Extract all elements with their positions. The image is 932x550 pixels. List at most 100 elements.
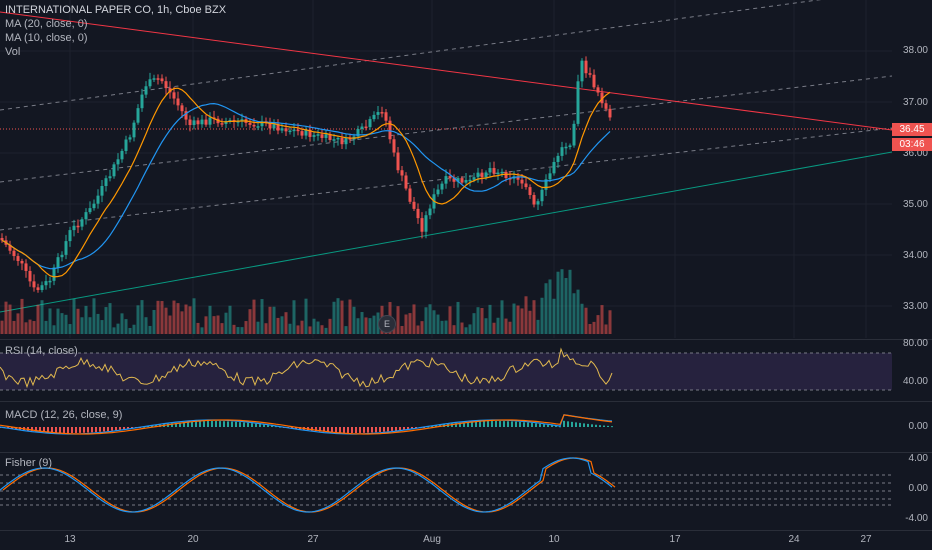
macd-hist-bar [515, 421, 517, 427]
fisher-pane[interactable]: Fisher (9) 4.00 0.00 -4.00 [0, 453, 932, 530]
volume-bar [552, 298, 556, 334]
volume-bar [300, 320, 304, 334]
candle-body [544, 179, 548, 190]
candle-body [284, 128, 288, 132]
volume-bar [608, 310, 612, 334]
macd-hist-bar [311, 427, 313, 431]
candle-body [208, 117, 212, 125]
macd-hist-bar [351, 427, 353, 433]
trendline-green[interactable] [0, 151, 893, 313]
volume-bar [272, 306, 276, 334]
volume-bar [100, 320, 104, 334]
candle-body [128, 137, 132, 140]
candle-body [440, 183, 444, 190]
volume-bar [260, 299, 264, 334]
candle-body [304, 129, 308, 136]
candle-body [392, 139, 396, 153]
candle-body [340, 137, 344, 145]
volume-bar [208, 305, 212, 334]
trendline-red[interactable] [0, 11, 893, 131]
rsi-tick-40: 40.00 [902, 376, 928, 387]
macd-hist-bar [179, 422, 181, 427]
volume-bar [604, 324, 608, 334]
candle-body [324, 134, 328, 138]
macd-hist-bar [523, 422, 525, 427]
macd-hist-bar [463, 422, 465, 427]
vol-legend[interactable]: Vol [5, 46, 21, 58]
ma20-legend[interactable]: MA (20, close, 0) [5, 18, 88, 30]
volume-bar [496, 317, 500, 334]
macd-svg [0, 414, 613, 435]
macd-hist-bar [391, 427, 393, 431]
volume-bar [328, 318, 332, 334]
volume-bar [340, 300, 344, 334]
price-tick-35: 35.00 [902, 199, 928, 210]
candle-body [120, 150, 124, 160]
volume-bar [184, 304, 188, 334]
volume-bar [416, 325, 420, 334]
macd-hist-bar [387, 427, 389, 432]
candle-body [388, 120, 392, 140]
macd-hist-bar [271, 425, 273, 427]
candle-body [408, 188, 412, 202]
volume-bar [212, 316, 216, 334]
price-chart-svg[interactable] [0, 0, 932, 338]
volume-bar [532, 300, 536, 334]
macd-hist-bar [411, 427, 413, 429]
candle-body [296, 129, 300, 132]
volume-bar [116, 323, 120, 334]
candle-body [172, 92, 176, 99]
pane-separator[interactable] [0, 452, 932, 453]
macd-hist-bar [395, 427, 397, 431]
macd-hist-bar [259, 424, 261, 427]
volume-bar [520, 308, 524, 334]
candle-body [160, 78, 164, 82]
symbol-title[interactable]: INTERNATIONAL PAPER CO, 1h, Cboe BZX [5, 4, 227, 16]
macd-pane[interactable]: MACD (12, 26, close, 9) 0.00 [0, 402, 932, 452]
volume-bar [84, 305, 88, 334]
pane-separator[interactable] [0, 339, 932, 340]
volume-bar [20, 298, 24, 334]
volume-bar [476, 307, 480, 334]
time-tick-aug: Aug [423, 534, 441, 545]
macd-hist-bar [595, 424, 597, 427]
volume-bar [320, 325, 324, 334]
candle-body [528, 187, 532, 196]
volume-bar [504, 318, 508, 334]
volume-bar [364, 317, 368, 334]
time-tick-24: 24 [788, 534, 800, 545]
volume-bar [64, 314, 68, 334]
macd-hist-bar [575, 422, 577, 427]
macd-hist-bar [511, 421, 513, 427]
candle-body [144, 86, 148, 95]
volume-bar [456, 301, 460, 334]
candle-body [268, 122, 272, 129]
rsi-pane[interactable]: RSI (14, close) 80.00 40.00 [0, 338, 932, 400]
macd-hist-bar [355, 427, 357, 433]
macd-hist-bar [471, 421, 473, 427]
macd-hist-bar [359, 427, 361, 433]
candle-body [404, 175, 408, 189]
volume-bar [484, 318, 488, 334]
candle-body [88, 208, 92, 213]
volume-bar [424, 307, 428, 334]
ma10-legend[interactable]: MA (10, close, 0) [5, 32, 88, 44]
volume-bar [464, 327, 468, 334]
volume-bar [32, 321, 36, 334]
candle-body [196, 120, 200, 125]
candle-body [300, 131, 304, 136]
macd-legend[interactable]: MACD (12, 26, close, 9) [5, 409, 123, 421]
fisher-legend[interactable]: Fisher (9) [5, 457, 53, 469]
main-chart-pane[interactable]: INTERNATIONAL PAPER CO, 1h, Cboe BZX MA … [0, 0, 932, 338]
macd-hist-bar [103, 427, 105, 432]
volume-bar [216, 315, 220, 334]
volume-bar [548, 279, 552, 334]
time-tick-10: 10 [548, 534, 560, 545]
volume-bar [440, 320, 444, 334]
pane-separator[interactable] [0, 401, 932, 402]
volume-bar [452, 325, 456, 334]
earnings-badge[interactable]: E [378, 315, 396, 333]
rsi-legend[interactable]: RSI (14, close) [5, 345, 78, 357]
candle-body [592, 74, 596, 88]
volume-bar [76, 308, 80, 334]
